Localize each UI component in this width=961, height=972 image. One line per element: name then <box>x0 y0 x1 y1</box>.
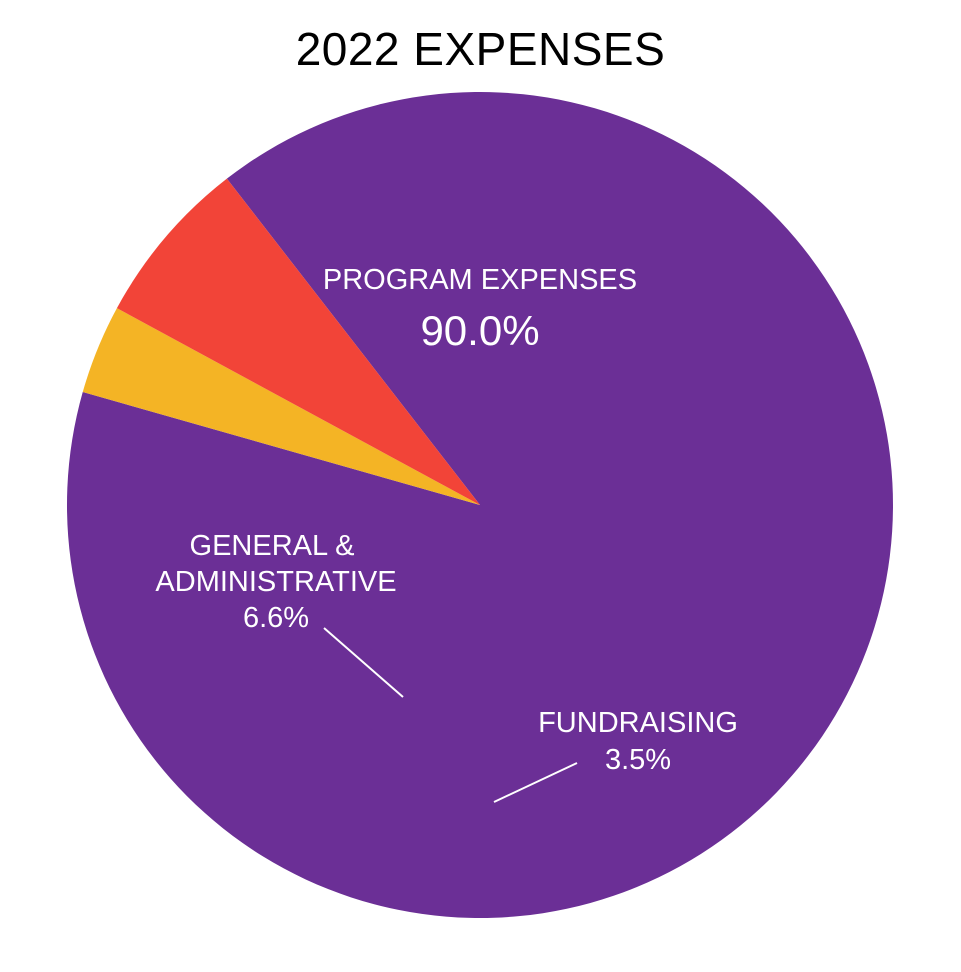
pie-slice-general-administrative <box>116 178 481 506</box>
leader-line-general-administrative <box>323 627 404 698</box>
chart-title: 2022 EXPENSES <box>295 23 666 75</box>
pie-slices <box>66 92 893 919</box>
slice-labels: PROGRAM EXPENSES 90.0% GENERAL & ADMINIS… <box>155 264 737 776</box>
slice-value-general-administrative: 6.6% <box>243 602 309 634</box>
slice-label-program-expenses: PROGRAM EXPENSES <box>323 264 637 296</box>
slice-label-general-administrative-line-1: GENERAL & <box>190 530 355 562</box>
pie-slice-program-expenses <box>66 92 893 919</box>
slice-label-general-administrative-line-2: ADMINISTRATIVE <box>155 566 396 598</box>
leader-lines <box>323 627 578 803</box>
slice-value-fundraising: 3.5% <box>605 744 671 776</box>
leader-line-fundraising <box>493 762 578 803</box>
slice-value-program-expenses: 90.0% <box>420 307 539 354</box>
slice-label-fundraising: FUNDRAISING <box>538 707 738 739</box>
pie-slice-fundraising <box>82 308 480 505</box>
